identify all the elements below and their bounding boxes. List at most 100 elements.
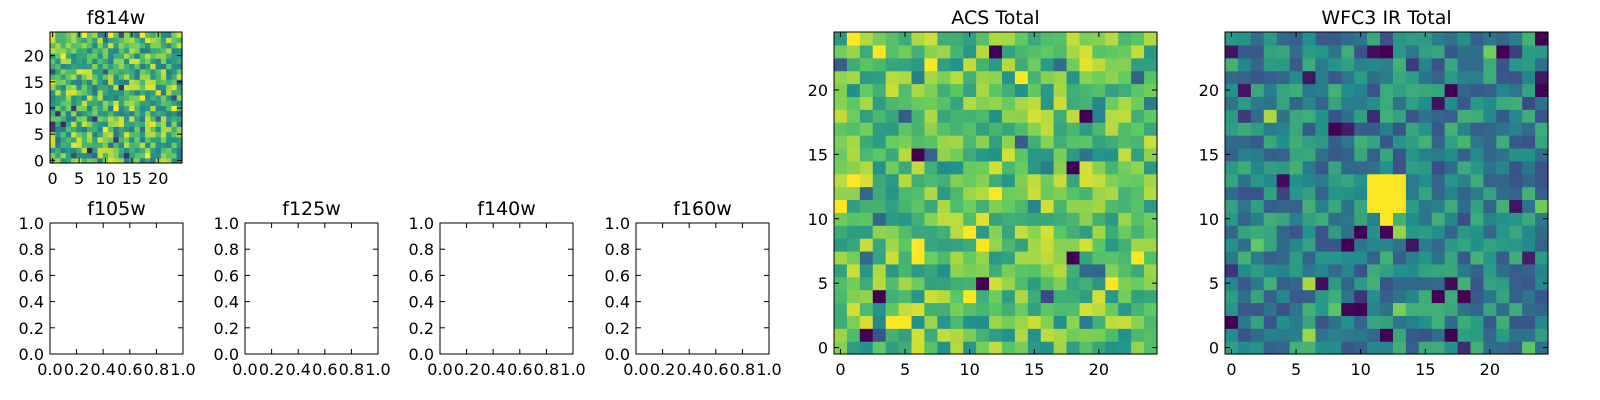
heatmap-cell — [1040, 70, 1055, 85]
heatmap-cell — [1380, 96, 1394, 110]
heatmap-cell — [86, 73, 93, 80]
heatmap-cell — [1276, 83, 1291, 97]
heatmap-cell — [60, 79, 67, 85]
heatmap-cell — [118, 100, 125, 106]
heatmap-cell — [963, 199, 977, 213]
heatmap-cell — [1131, 225, 1145, 239]
heatmap-cell — [989, 276, 1003, 291]
heatmap-cell — [150, 63, 157, 70]
heatmap-cell — [1457, 186, 1472, 201]
heatmap-cell — [885, 212, 900, 226]
heatmap-cell — [102, 52, 109, 59]
heatmap-cell — [1092, 315, 1106, 329]
heatmap-cell — [950, 96, 964, 110]
heatmap-cell — [1027, 122, 1042, 136]
heatmap-cell — [1092, 302, 1106, 316]
heatmap-cell — [963, 276, 977, 291]
heatmap-cell — [859, 173, 874, 188]
heatmap-cell — [92, 157, 99, 164]
heatmap-cell — [1302, 302, 1317, 316]
heatmap-cell — [1509, 315, 1523, 329]
x-tick-label: 1.0 — [560, 360, 585, 379]
heatmap-cell — [102, 94, 109, 101]
heatmap-cell — [1250, 173, 1265, 188]
heatmap-cell — [1418, 250, 1433, 265]
heatmap-cell — [1092, 147, 1106, 162]
heatmap-cell — [1302, 70, 1317, 85]
heatmap-cell — [134, 32, 141, 38]
heatmap-cell — [1483, 238, 1497, 252]
heatmap-cell — [1302, 44, 1317, 59]
heatmap-cell — [1131, 70, 1145, 85]
heatmap-cell — [1444, 44, 1459, 59]
heatmap-cell — [129, 131, 136, 138]
heatmap-cell — [950, 160, 964, 175]
heatmap-cell — [55, 63, 62, 70]
heatmap-cell — [911, 122, 926, 136]
heatmap-cell — [911, 341, 926, 355]
x-tick-label: 0.2 — [259, 360, 284, 379]
heatmap-cell — [1079, 289, 1093, 304]
heatmap-cell — [1250, 122, 1265, 136]
heatmap-cell — [1027, 225, 1042, 239]
heatmap-cell — [1509, 109, 1523, 123]
heatmap-cell — [86, 110, 93, 117]
heatmap-cell — [97, 84, 104, 91]
heatmap-cell — [1315, 289, 1329, 304]
heatmap-cell — [1289, 70, 1304, 85]
heatmap-cell — [1250, 109, 1265, 123]
heatmap-cell — [950, 263, 964, 278]
heatmap-cell — [1380, 302, 1394, 316]
heatmap-cell — [1522, 315, 1536, 329]
heatmap-cell — [139, 126, 146, 133]
heatmap-cell — [898, 263, 913, 278]
heatmap-cell — [1001, 263, 1016, 278]
heatmap-cell — [81, 136, 88, 143]
heatmap-cell — [950, 289, 964, 304]
heatmap-cell — [898, 147, 913, 162]
heatmap-cell — [160, 84, 167, 91]
heatmap-cell — [1001, 57, 1016, 72]
heatmap-cell — [1276, 32, 1291, 46]
heatmap-cell — [108, 32, 114, 38]
heatmap-cell — [963, 186, 977, 201]
heatmap-cell — [1392, 173, 1407, 188]
heatmap-cell — [1496, 135, 1510, 149]
heatmap-cell — [160, 94, 167, 101]
heatmap-cell — [1302, 212, 1317, 226]
heatmap-cell — [1354, 225, 1368, 239]
heatmap-cell — [1237, 186, 1252, 201]
heatmap-cell — [1431, 212, 1446, 226]
heatmap-cell — [155, 115, 162, 122]
heatmap-cell — [885, 225, 900, 239]
heatmap-cell — [1470, 57, 1484, 72]
heatmap-cell — [1509, 212, 1523, 226]
heatmap-cell — [113, 63, 120, 70]
heatmap-cell — [97, 58, 104, 65]
heatmap-cell — [1444, 160, 1459, 175]
heatmap-cell — [55, 147, 62, 154]
heatmap-cell — [118, 121, 125, 127]
heatmap-cell — [171, 32, 178, 38]
axes-frame-f125w — [244, 222, 379, 355]
heatmap-cell — [834, 147, 848, 162]
heatmap-cell — [1105, 135, 1119, 149]
heatmap-cell — [1380, 263, 1394, 278]
heatmap-cell — [92, 52, 99, 59]
heatmap-cell — [86, 100, 93, 106]
heatmap-cell — [1250, 83, 1265, 97]
heatmap-cell — [1405, 160, 1420, 175]
heatmap-cell — [989, 160, 1003, 175]
heatmap-cell — [1066, 225, 1081, 239]
heatmap-cell — [1483, 328, 1497, 342]
heatmap-cell — [1289, 160, 1304, 175]
heatmap-cell — [950, 83, 964, 97]
heatmap-cell — [1509, 238, 1523, 252]
heatmap-cell — [911, 238, 926, 252]
heatmap-cell — [1341, 135, 1355, 149]
heatmap-cell — [1001, 122, 1016, 136]
heatmap-cell — [1105, 315, 1119, 329]
heatmap-cell — [1444, 199, 1459, 213]
heatmap-cell — [65, 121, 72, 127]
heatmap-cell — [1144, 212, 1158, 226]
